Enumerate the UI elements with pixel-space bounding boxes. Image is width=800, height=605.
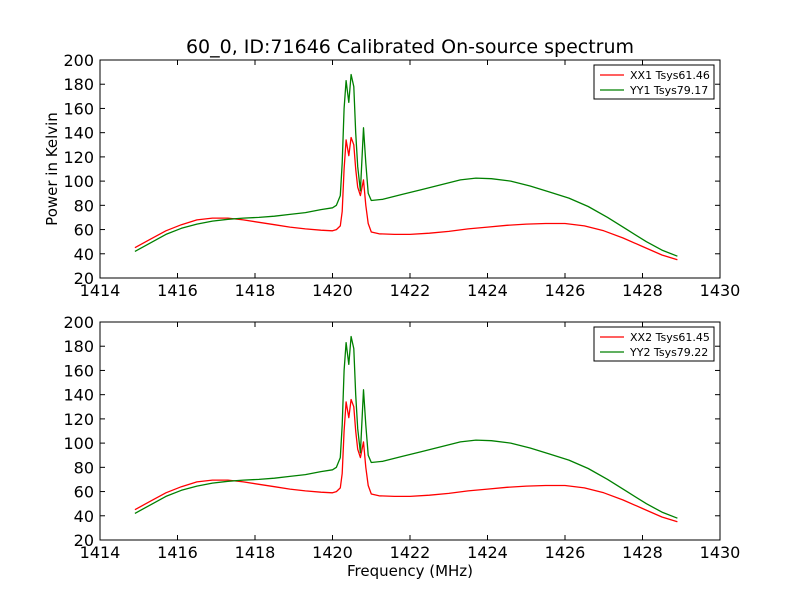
y-tick-label: 120 bbox=[63, 148, 94, 167]
y-tick-label: 200 bbox=[63, 313, 94, 332]
y-tick-label: 60 bbox=[74, 483, 94, 502]
legend-label: YY2 Tsys79.22 bbox=[629, 346, 708, 359]
legend-box bbox=[593, 64, 715, 100]
x-tick-label: 1428 bbox=[622, 543, 663, 562]
series-line-xx1 bbox=[134, 136, 678, 261]
plot-panel-1: 1414 1416 1418 1420 1422 1424 1426 1428 1430 20 40… bbox=[43, 51, 740, 300]
y-axis-label: Power in Kelvin bbox=[43, 112, 61, 226]
y-tick-label: 140 bbox=[63, 386, 94, 405]
legend-label: XX2 Tsys61.45 bbox=[630, 331, 710, 344]
y-tick-label: 160 bbox=[63, 361, 94, 380]
y-tick-label: 80 bbox=[74, 458, 94, 477]
series-line-yy2 bbox=[134, 335, 678, 519]
y-tick-label: 180 bbox=[63, 337, 94, 356]
legend-label: XX1 Tsys61.46 bbox=[630, 69, 710, 82]
y-tick-label: 160 bbox=[63, 99, 94, 118]
y-tick-label: 20 bbox=[74, 269, 94, 288]
x-tick-label: 1426 bbox=[545, 281, 586, 300]
y-tick-label: 140 bbox=[63, 124, 94, 143]
figure-title: 60_0, ID:71646 Calibrated On-source spec… bbox=[186, 36, 634, 58]
x-tick-label: 1414 bbox=[80, 543, 121, 562]
y-tick-label: 200 bbox=[63, 51, 94, 70]
x-tick-label: 1424 bbox=[467, 281, 508, 300]
y-tick-label: 120 bbox=[63, 410, 94, 429]
y-tick-label: 100 bbox=[63, 434, 94, 453]
y-tick-label: 40 bbox=[74, 507, 94, 526]
y-tick-label: 60 bbox=[74, 221, 94, 240]
series-line-xx2 bbox=[134, 398, 678, 523]
x-tick-label: 1420 bbox=[312, 543, 353, 562]
x-tick-label: 1416 bbox=[157, 281, 198, 300]
y-tick-label: 20 bbox=[74, 531, 94, 550]
x-tick-label: 1418 bbox=[235, 281, 276, 300]
x-tick-label: 1430 bbox=[700, 281, 741, 300]
x-axis-label: Frequency (MHz) bbox=[347, 562, 473, 580]
x-tick-label: 1430 bbox=[700, 543, 741, 562]
y-tick-label: 100 bbox=[63, 172, 94, 191]
legend: XX2 Tsys61.45 YY2 Tsys79.22 bbox=[593, 326, 715, 362]
x-tick-label: 1418 bbox=[235, 543, 276, 562]
x-tick-label: 1422 bbox=[390, 543, 431, 562]
x-tick-label: 1424 bbox=[467, 543, 508, 562]
y-tick-label: 180 bbox=[63, 75, 94, 94]
legend: XX1 Tsys61.46 YY1 Tsys79.17 bbox=[593, 64, 715, 100]
x-tick-label: 1414 bbox=[80, 281, 121, 300]
y-tick-label: 40 bbox=[74, 245, 94, 264]
x-tick-label: 1426 bbox=[545, 543, 586, 562]
y-tick-label: 80 bbox=[74, 196, 94, 215]
x-tick-label: 1428 bbox=[622, 281, 663, 300]
x-tick-label: 1422 bbox=[390, 281, 431, 300]
x-tick-label: 1420 bbox=[312, 281, 353, 300]
x-tick-label: 1416 bbox=[157, 543, 198, 562]
legend-box bbox=[593, 326, 715, 362]
series-line-yy1 bbox=[134, 73, 678, 257]
plot-panel-2: 1414 1416 1418 1420 1422 1424 1426 1428 1430 20 40… bbox=[63, 313, 740, 580]
legend-label: YY1 Tsys79.17 bbox=[629, 84, 708, 97]
